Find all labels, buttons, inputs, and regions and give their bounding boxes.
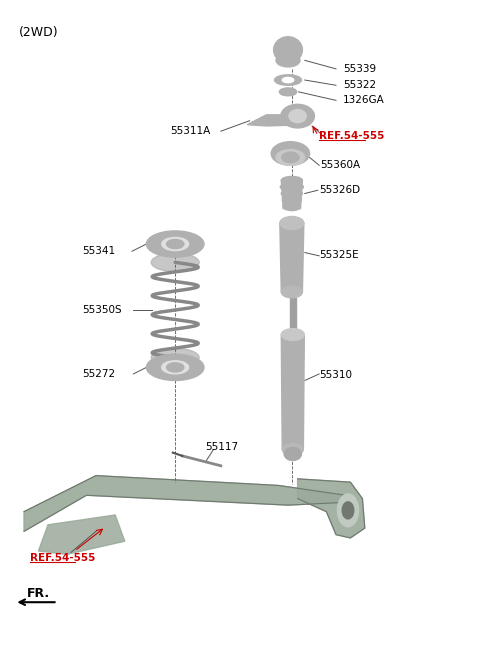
Ellipse shape [274,37,302,63]
Ellipse shape [282,152,299,163]
Text: 55341: 55341 [83,245,116,256]
Text: 55339: 55339 [343,64,376,74]
Ellipse shape [167,239,184,249]
Polygon shape [247,115,310,126]
Ellipse shape [146,354,204,380]
Text: 55311A: 55311A [170,126,211,136]
Text: REF.54-555: REF.54-555 [319,131,384,141]
Text: 55325E: 55325E [319,249,359,260]
Polygon shape [281,180,302,209]
Text: 1326GA: 1326GA [343,94,385,105]
Ellipse shape [276,150,305,165]
Text: FR.: FR. [26,586,49,600]
Text: 55322: 55322 [343,79,376,90]
Ellipse shape [271,142,310,165]
Ellipse shape [162,237,189,251]
Ellipse shape [281,176,302,184]
Ellipse shape [284,447,301,461]
Ellipse shape [281,286,302,298]
Text: 55360A: 55360A [321,159,361,170]
Ellipse shape [276,54,300,67]
Text: 55272: 55272 [83,369,116,379]
Ellipse shape [289,110,306,123]
Text: (2WD): (2WD) [19,26,59,39]
Ellipse shape [282,196,301,204]
Text: 55310: 55310 [319,370,352,380]
Ellipse shape [151,348,199,367]
Ellipse shape [282,77,294,83]
Text: 55326D: 55326D [319,184,360,195]
Ellipse shape [281,104,314,128]
Ellipse shape [280,216,304,230]
Ellipse shape [281,329,304,340]
Polygon shape [290,298,296,335]
Polygon shape [38,515,125,554]
Ellipse shape [162,361,189,374]
Text: 55117: 55117 [205,442,239,453]
Ellipse shape [279,88,297,96]
Polygon shape [298,479,365,538]
Polygon shape [24,476,355,531]
Text: 55350S: 55350S [83,305,122,316]
Ellipse shape [167,363,184,372]
Ellipse shape [281,190,302,197]
Ellipse shape [337,494,359,527]
Ellipse shape [280,183,303,191]
Ellipse shape [146,231,204,257]
Ellipse shape [275,75,301,85]
Ellipse shape [342,502,354,519]
Ellipse shape [282,443,303,455]
Text: REF.54-555: REF.54-555 [30,552,95,563]
Polygon shape [280,223,304,292]
Polygon shape [281,335,304,449]
Ellipse shape [151,253,199,272]
Ellipse shape [283,203,300,211]
